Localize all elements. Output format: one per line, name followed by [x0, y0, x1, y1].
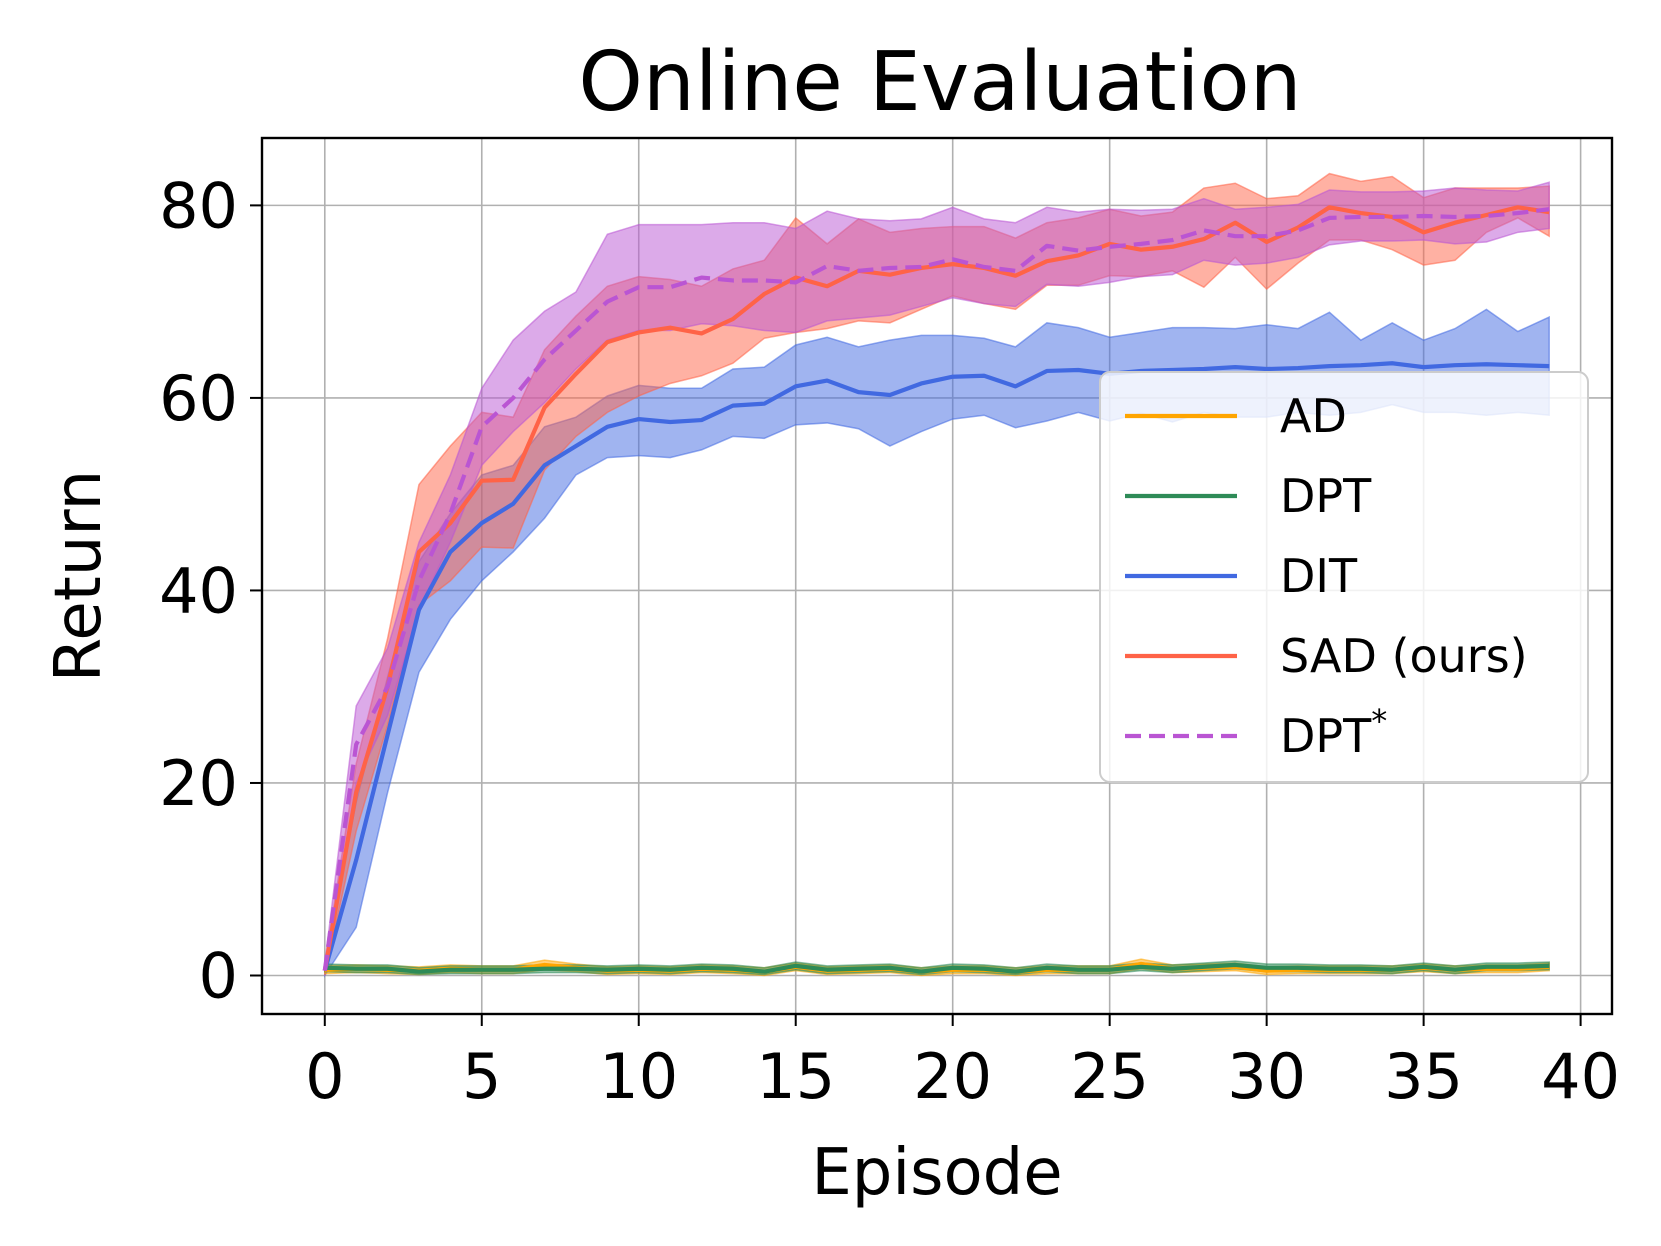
x-tick-label: 10 — [599, 1040, 678, 1113]
legend-superscript: * — [1371, 702, 1387, 740]
legend-label-ad: AD — [1280, 389, 1347, 443]
y-tick-label: 60 — [159, 362, 238, 435]
series-lines — [322, 205, 1550, 974]
x-tick-label: 15 — [756, 1040, 835, 1113]
y-tick-label: 80 — [159, 169, 238, 242]
sad-ours-line — [322, 205, 1550, 972]
y-axis-ticks: 0 20 40 60 80 — [159, 169, 262, 1012]
legend-label-sad-ours: SAD (ours) — [1280, 629, 1528, 683]
x-tick-label: 35 — [1384, 1040, 1463, 1113]
legend: AD DPT DIT SAD (ours) DPT* — [1099, 371, 1589, 783]
legend-label-dit: DIT — [1280, 549, 1358, 603]
x-tick-label: 25 — [1070, 1040, 1149, 1113]
y-axis-label: Return — [42, 470, 116, 682]
y-tick-label: 20 — [159, 747, 238, 820]
x-tick-label: 40 — [1541, 1040, 1620, 1113]
legend-label-dpt: DPT* — [1280, 702, 1387, 763]
x-tick-label: 5 — [462, 1040, 501, 1113]
dpt-line — [322, 207, 1550, 971]
legend-box — [1099, 371, 1589, 783]
x-tick-label: 0 — [305, 1040, 344, 1113]
x-tick-label: 30 — [1227, 1040, 1306, 1113]
plot-area-frame — [260, 136, 1614, 1016]
x-tick-label: 20 — [913, 1040, 992, 1113]
dit-line — [322, 361, 1550, 972]
y-tick-label: 0 — [199, 939, 238, 1012]
x-axis-label: Episode — [811, 1136, 1062, 1210]
y-tick-label: 40 — [159, 554, 238, 627]
dpt-confidence-band — [324, 181, 1550, 976]
legend-label-dpt: DPT — [1280, 469, 1372, 523]
x-axis-ticks: 0 5 10 15 20 25 30 35 40 — [305, 1014, 1620, 1113]
chart-title: Online Evaluation — [578, 35, 1301, 130]
dpt-line — [324, 962, 1550, 974]
